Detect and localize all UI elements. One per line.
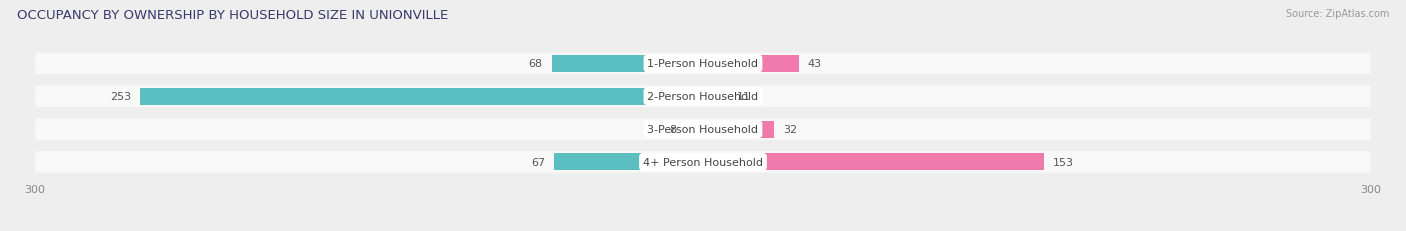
FancyBboxPatch shape	[35, 152, 1371, 173]
Text: 2-Person Household: 2-Person Household	[647, 92, 759, 102]
Bar	[703, 121, 775, 138]
Text: 11: 11	[737, 92, 751, 102]
FancyBboxPatch shape	[35, 119, 1371, 140]
Text: 32: 32	[783, 125, 797, 134]
Bar	[551, 56, 703, 73]
Text: 67: 67	[531, 157, 546, 167]
Bar	[685, 121, 703, 138]
Text: 4+ Person Household: 4+ Person Household	[643, 157, 763, 167]
Bar	[139, 88, 703, 105]
Text: 68: 68	[529, 59, 543, 69]
Text: Source: ZipAtlas.com: Source: ZipAtlas.com	[1285, 9, 1389, 19]
Bar	[703, 88, 727, 105]
Bar	[703, 56, 799, 73]
FancyBboxPatch shape	[35, 53, 1371, 75]
Text: 3-Person Household: 3-Person Household	[648, 125, 758, 134]
Text: OCCUPANCY BY OWNERSHIP BY HOUSEHOLD SIZE IN UNIONVILLE: OCCUPANCY BY OWNERSHIP BY HOUSEHOLD SIZE…	[17, 9, 449, 22]
Text: 43: 43	[807, 59, 821, 69]
Text: 1-Person Household: 1-Person Household	[648, 59, 758, 69]
Text: 253: 253	[110, 92, 131, 102]
Text: 8: 8	[669, 125, 676, 134]
FancyBboxPatch shape	[35, 86, 1371, 108]
Bar	[703, 154, 1043, 171]
Bar	[554, 154, 703, 171]
Text: 153: 153	[1053, 157, 1074, 167]
